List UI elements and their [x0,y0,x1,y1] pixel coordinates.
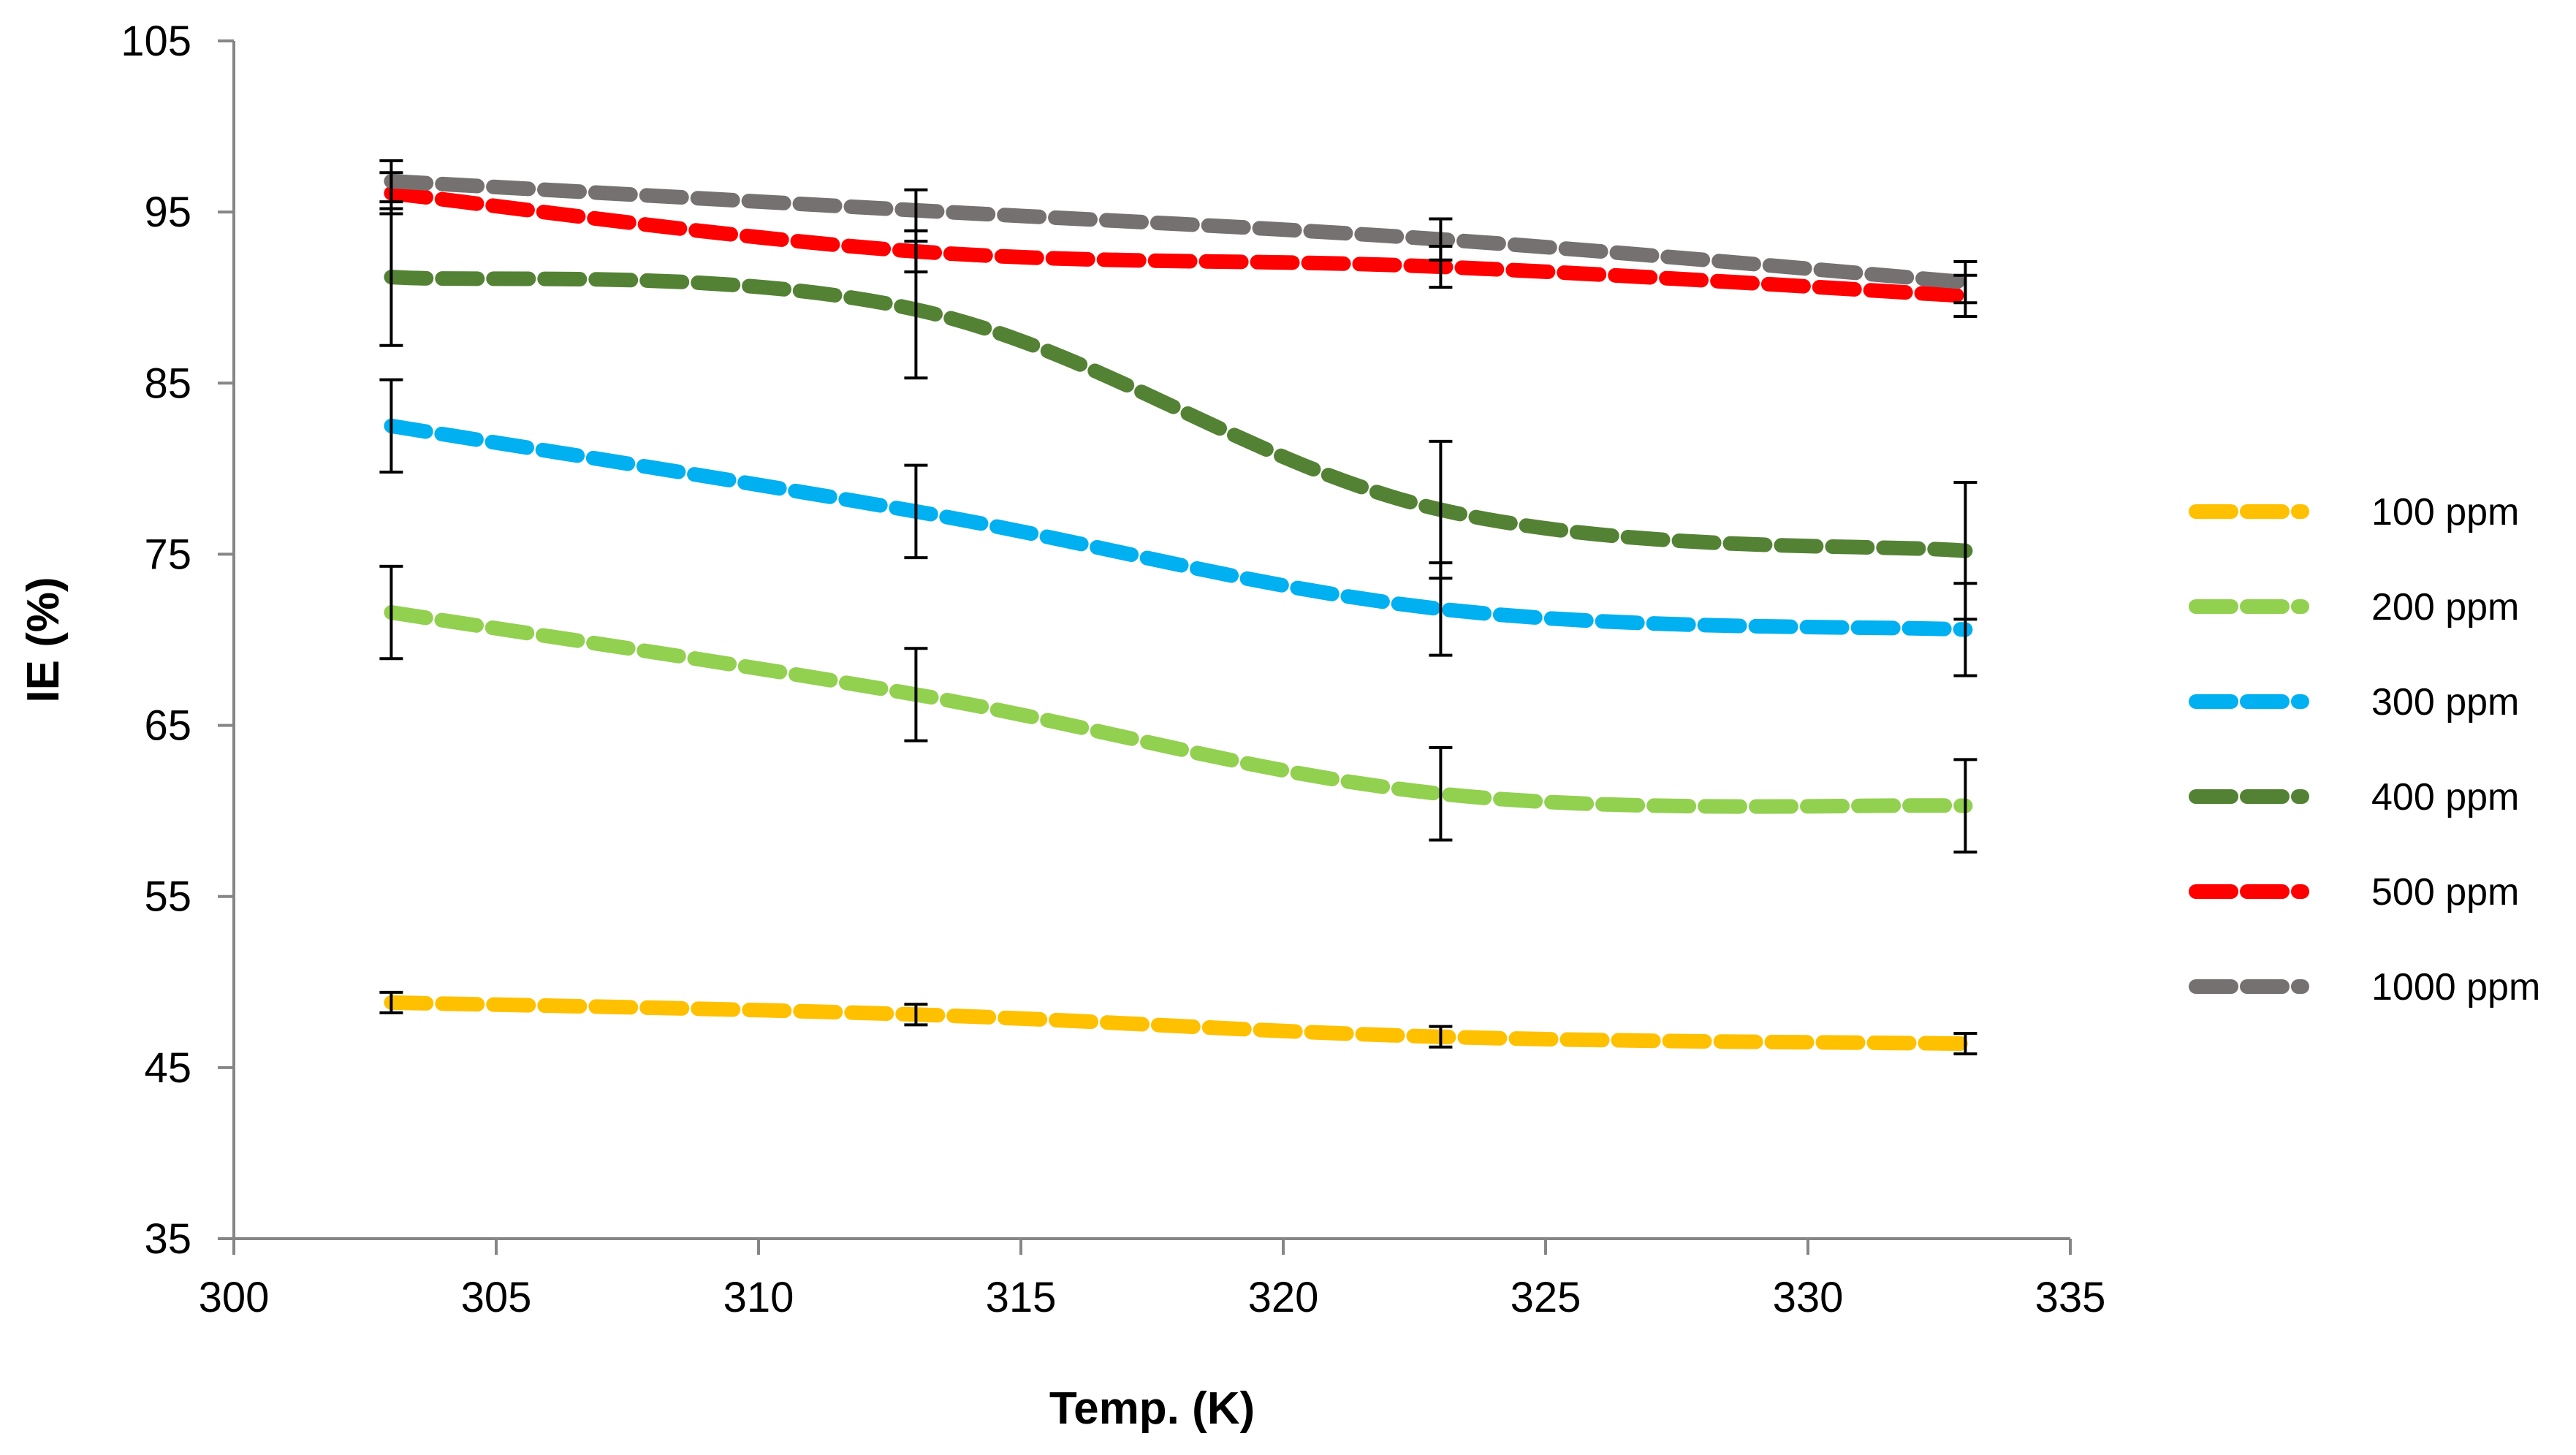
x-tick-label: 330 [1773,1274,1844,1321]
x-tick-label: 310 [723,1274,794,1321]
legend-label: 100 ppm [2371,491,2519,533]
x-tick-label: 320 [1248,1274,1319,1321]
legend-item: 300 ppm [2196,681,2519,723]
legend: 100 ppm 200 ppm 300 ppm 400 ppm 500 ppm 1000 … [2196,491,2540,1008]
legend-label: 1000 ppm [2371,966,2540,1008]
x-tick-label: 335 [2035,1274,2106,1321]
y-tick-label: 45 [144,1044,191,1092]
errorbar-layer [379,161,1977,1054]
legend-item: 400 ppm [2196,776,2519,818]
y-tick-label: 55 [144,873,191,921]
series-line-300-ppm [391,426,1965,630]
legend-label: 200 ppm [2371,586,2519,628]
y-axis-title: IE (%) [18,577,69,702]
x-axis-title: Temp. (K) [1049,1383,1255,1434]
legend-item: 100 ppm [2196,491,2519,533]
legend-label: 300 ppm [2371,681,2519,723]
x-axis-ticks: 300 305 310 315 320 325 330 335 [199,1239,2106,1321]
legend-item: 200 ppm [2196,586,2519,628]
y-tick-label: 105 [121,18,191,65]
legend-item: 1000 ppm [2196,966,2540,1008]
legend-label: 400 ppm [2371,776,2519,818]
legend-item: 500 ppm [2196,871,2519,913]
y-tick-label: 35 [144,1215,191,1263]
series-layer [391,181,1965,1044]
y-tick-label: 95 [144,189,191,236]
x-tick-label: 325 [1511,1274,1581,1321]
x-tick-label: 300 [199,1274,270,1321]
x-tick-label: 315 [986,1274,1057,1321]
series-line-400-ppm [391,277,1965,551]
legend-label: 500 ppm [2371,871,2519,913]
y-tick-label: 65 [144,702,191,750]
y-tick-label: 85 [144,360,191,407]
series-line-100-ppm [391,1003,1965,1044]
y-axis-ticks: 35 45 55 65 75 85 95 105 [121,18,234,1263]
series-line-200-ppm [391,612,1965,807]
y-tick-label: 75 [144,531,191,578]
x-tick-label: 305 [461,1274,532,1321]
